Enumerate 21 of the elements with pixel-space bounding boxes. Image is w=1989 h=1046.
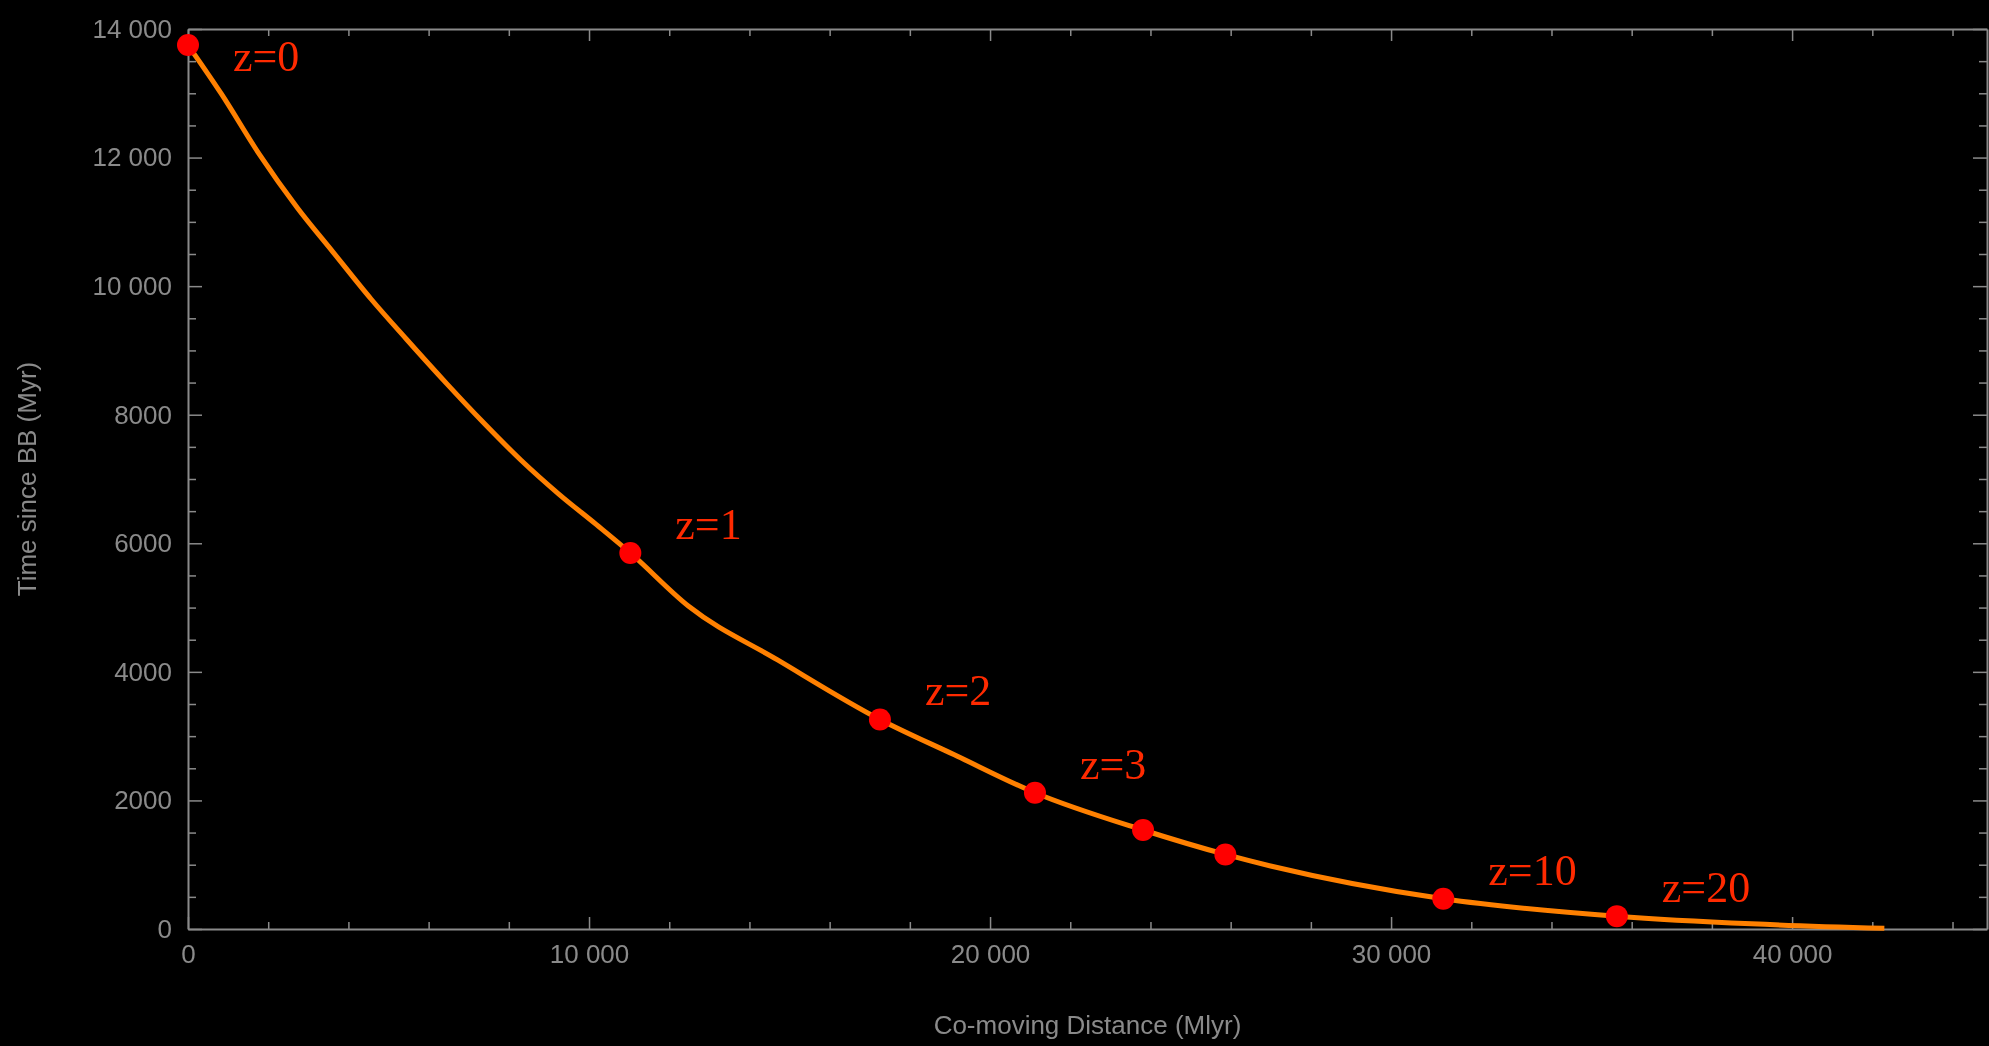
y-tick-label: 0 — [157, 913, 172, 944]
x-tick-label: 10 000 — [549, 939, 630, 970]
y-tick-label: 12 000 — [92, 142, 172, 173]
y-tick-label: 2000 — [114, 785, 172, 816]
annotation: z=1 — [675, 499, 742, 549]
y-axis-title: Time since BB (Myr) — [12, 361, 42, 597]
x-tick-label: 30 000 — [1351, 939, 1432, 970]
y-tick-label: 8000 — [114, 399, 172, 430]
x-tick-label: 0 — [181, 939, 196, 970]
y-tick-label: 6000 — [114, 528, 172, 559]
y-tick-label: 4000 — [114, 656, 172, 687]
x-tick-label: 40 000 — [1752, 939, 1833, 970]
annotation: z=0 — [233, 32, 300, 81]
annotation: z=20 — [1661, 863, 1751, 913]
x-axis-title: Co-moving Distance (Mlyr) — [933, 1010, 1242, 1040]
annotation: z=3 — [1079, 739, 1147, 789]
x-tick-label: 20 000 — [950, 939, 1031, 970]
annotation: z=2 — [924, 666, 992, 716]
annotation: z=10 — [1488, 845, 1577, 895]
y-tick-label: 14 000 — [92, 13, 172, 44]
y-tick-label: 10 000 — [92, 270, 172, 301]
